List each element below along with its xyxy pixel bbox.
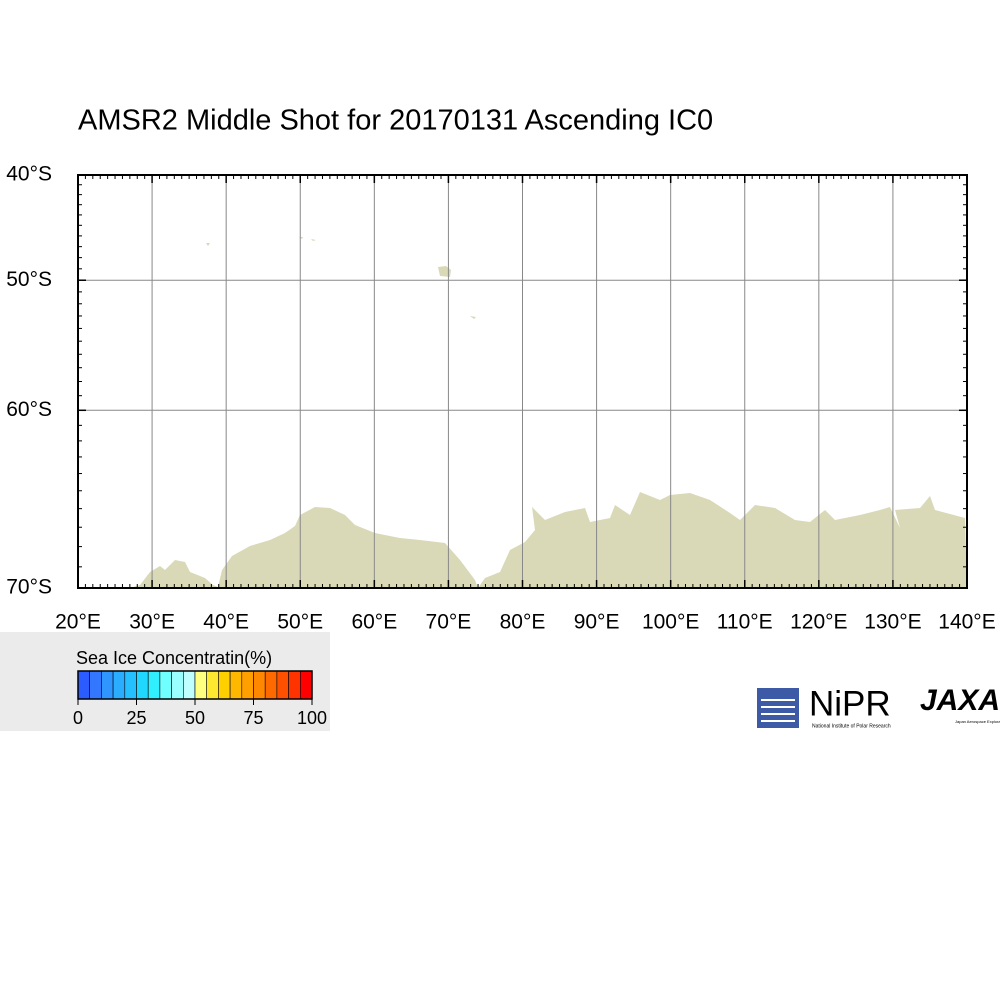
colorbar: 0 25 50 75 100 [73, 670, 327, 728]
colorbar-swatch [183, 670, 196, 700]
colorbar-swatch [112, 670, 126, 700]
nipr-logo: NiPR National Institute of Polar Researc… [757, 684, 891, 729]
colorbar-swatch [194, 670, 207, 700]
ticks [77, 174, 968, 589]
colorbar-title: Sea Ice Concentratin(%) [76, 648, 272, 668]
nipr-emblem-lines [761, 699, 795, 722]
jaxa-name: JAXA [920, 684, 1000, 717]
colorbar-swatch [147, 670, 161, 700]
nipr-name: NiPR [809, 684, 891, 723]
colorbar-swatch [159, 670, 172, 700]
colorbar-tick-label: 25 [126, 708, 146, 728]
x-tick-label: 50°E [277, 611, 323, 634]
x-tick-label: 60°E [351, 611, 397, 634]
colorbar-tick-label: 50 [185, 708, 205, 728]
x-tick-label: 110°E [717, 611, 773, 634]
colorbar-tick-label: 0 [73, 708, 83, 728]
colorbar-swatch [171, 670, 184, 700]
y-tick-label: 50°S [6, 268, 52, 291]
x-tick-label: 80°E [500, 611, 546, 634]
island [438, 266, 451, 277]
y-tick-label: 40°S [6, 163, 52, 186]
x-tick-label: 130°E [864, 611, 921, 634]
colorbar-swatch [77, 670, 90, 700]
colorbar-tick-label: 75 [243, 708, 263, 728]
x-tick-label: 90°E [574, 611, 620, 634]
island [206, 243, 210, 246]
y-tick-label: 60°S [6, 398, 52, 421]
colorbar-swatch [288, 670, 301, 700]
x-tick-label: 30°E [129, 611, 175, 634]
jaxa-logo: JAXA Japan Aerospace Exploration Agency [920, 684, 1000, 724]
title: AMSR2 Middle Shot for 20170131 Ascending… [78, 105, 713, 137]
antarctica [130, 492, 967, 588]
colorbar-swatch [101, 670, 114, 700]
colorbar-swatch [276, 670, 289, 700]
colorbar-tick-label: 100 [297, 708, 327, 728]
x-tick-label: 40°E [203, 611, 249, 634]
colorbar-swatch [241, 670, 254, 700]
y-tick-label: 70°S [6, 576, 52, 599]
x-tick-label: 140°E [938, 611, 995, 634]
x-tick-label: 20°E [55, 611, 101, 634]
x-tick-label: 100°E [642, 611, 699, 634]
x-tick-label: 70°E [426, 611, 472, 634]
colorbar-swatch [299, 670, 313, 700]
colorbar-swatch [124, 670, 137, 700]
island [470, 316, 476, 319]
x-tick-label: 120°E [790, 611, 847, 634]
colorbar-swatch [218, 670, 231, 700]
colorbar-swatch [264, 670, 278, 700]
colorbar-swatch [89, 670, 102, 700]
colorbar-swatch [229, 670, 243, 700]
colorbar-swatch [136, 670, 149, 700]
nipr-subtitle: National Institute of Polar Research [812, 723, 891, 729]
jaxa-subtitle: Japan Aerospace Exploration Agency [955, 719, 1000, 724]
colorbar-swatch [253, 670, 266, 700]
island [311, 239, 316, 241]
colorbar-swatch [206, 670, 219, 700]
